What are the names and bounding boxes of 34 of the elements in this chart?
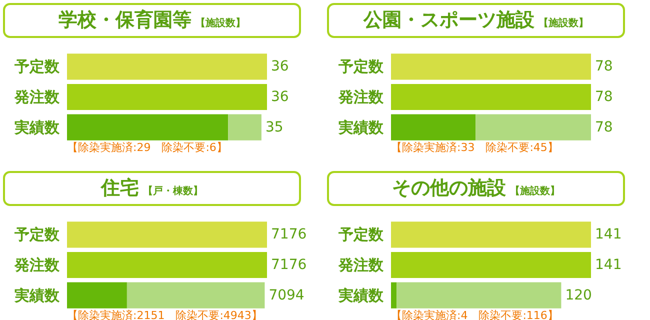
y-tick-label: 発注数 xyxy=(14,88,60,106)
total-label: 35 xyxy=(265,119,284,136)
y-tick-label: 予定数 xyxy=(338,58,384,76)
chart-subtitle: 【施設数】 xyxy=(196,18,246,29)
data-label: 36 xyxy=(271,89,289,105)
data-label: 7176 xyxy=(271,226,307,243)
y-tick-label: 発注数 xyxy=(14,256,60,274)
chart-title: 学校・保育園等 xyxy=(58,9,192,31)
chart-subtitle: 【施設数】 xyxy=(510,186,560,197)
y-tick-label: 実績数 xyxy=(14,118,60,136)
data-label: 78 xyxy=(595,89,613,105)
chart-title: 公園・スポーツ施設 xyxy=(364,9,534,31)
total-label: 120 xyxy=(565,287,592,304)
data-label: 141 xyxy=(595,226,622,243)
chart-title: その他の施設 xyxy=(392,177,506,199)
y-tick-label: 予定数 xyxy=(14,58,60,76)
data-label: 7176 xyxy=(271,257,307,273)
annotation: 【除染実施済:29 除染不要:6】 xyxy=(67,140,228,155)
y-tick-label: 実績数 xyxy=(14,286,60,304)
chart-title: 住宅 xyxy=(101,177,139,199)
y-tick-label: 発注数 xyxy=(338,88,384,106)
y-tick-label: 予定数 xyxy=(14,226,60,244)
y-tick-label: 実績数 xyxy=(338,118,384,136)
chart-subtitle: 【施設数】 xyxy=(538,18,588,29)
data-label: 78 xyxy=(595,58,613,75)
total-label: 78 xyxy=(595,119,613,136)
chart-subtitle: 【戸・棟数】 xyxy=(143,186,203,197)
data-label: 141 xyxy=(595,257,622,273)
annotation: 【除染実施済:33 除染不要:45】 xyxy=(391,140,558,155)
y-tick-label: 予定数 xyxy=(338,226,384,244)
y-tick-label: 実績数 xyxy=(338,286,384,304)
total-label: 7094 xyxy=(268,287,304,304)
y-tick-label: 発注数 xyxy=(338,256,384,274)
data-label: 36 xyxy=(271,58,289,75)
